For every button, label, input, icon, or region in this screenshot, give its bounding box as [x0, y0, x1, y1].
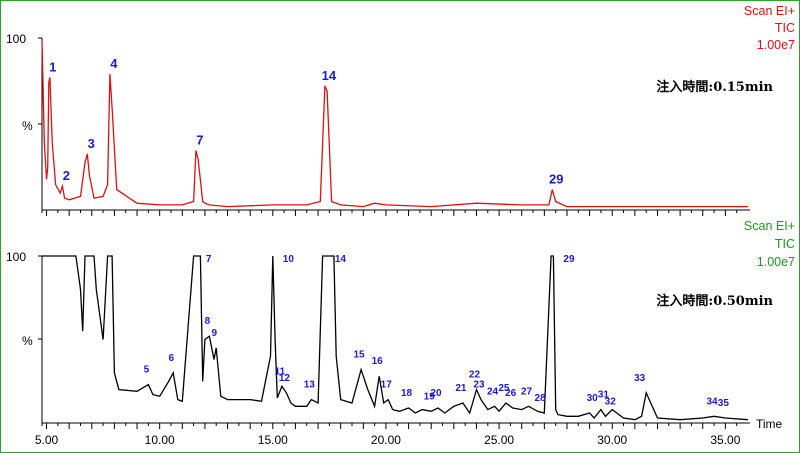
- peak-label: 18: [401, 388, 413, 399]
- bottom-trace: [42, 255, 749, 421]
- x-tick-label: 35.00: [710, 433, 740, 447]
- peak-label: 1: [49, 59, 56, 74]
- peak-label: 20: [430, 388, 442, 399]
- bottom-injection-time: 注入時間:0.50min: [656, 293, 773, 309]
- x-tick-label: 5.00: [35, 433, 59, 447]
- peak-label: 7: [196, 133, 203, 148]
- top-peak-labels: 1 2 3 4 7 14 29: [49, 56, 563, 187]
- peak-label: 19: [424, 391, 436, 402]
- bottom-x-ticks: 5.00 10.00 15.00 20.00 25.00 30.00 35.00: [35, 423, 741, 447]
- x-tick-label: 20.00: [371, 433, 401, 447]
- peak-label: 4: [110, 56, 118, 71]
- x-tick-label: 10.00: [145, 433, 175, 447]
- peak-label: 31: [598, 390, 610, 401]
- top-header-scan: Scan EI+: [744, 4, 795, 18]
- peak-label: 21: [455, 383, 467, 394]
- bottom-header-scale: 1.00e7: [757, 255, 795, 269]
- bottom-header-scan: Scan EI+: [744, 219, 795, 233]
- top-x-ticks: [46, 210, 738, 216]
- peak-label: 30: [587, 393, 599, 404]
- top-panel: 100 % Scan EI+ TIC 1.00e7 注入時間:0.15min 1…: [6, 4, 795, 216]
- peak-label: 8: [205, 316, 211, 327]
- top-header-tic: TIC: [775, 21, 795, 35]
- peak-label: 32: [605, 396, 617, 407]
- peak-label: 33: [634, 373, 646, 384]
- peak-label: 22: [469, 370, 481, 381]
- peak-label: 14: [322, 68, 337, 83]
- x-axis-title: Time: [756, 417, 783, 431]
- peak-label: 12: [279, 373, 291, 384]
- peak-label: 35: [718, 398, 730, 409]
- peak-label: 29: [563, 254, 575, 265]
- peak-label: 16: [372, 356, 384, 367]
- peak-label: 11: [275, 366, 286, 377]
- bottom-y-label-100: 100: [6, 250, 26, 264]
- peak-label: 23: [473, 380, 485, 391]
- top-trace: [41, 39, 748, 208]
- x-tick-label: 25.00: [484, 433, 514, 447]
- top-header-scale: 1.00e7: [757, 38, 795, 52]
- peak-label: 24: [487, 386, 499, 397]
- top-y-label-percent: %: [22, 119, 33, 133]
- peak-label: 2: [63, 168, 70, 183]
- peak-label: 15: [353, 350, 365, 361]
- bottom-panel: 100 % Scan EI+ TIC 1.00e7 注入時間:0.50min T…: [6, 219, 795, 447]
- bottom-y-label-percent: %: [22, 334, 33, 348]
- peak-label: 34: [706, 396, 718, 407]
- top-y-label-100: 100: [6, 32, 26, 46]
- peak-label: 10: [283, 254, 295, 265]
- peak-label: 26: [505, 388, 517, 399]
- peak-label: 29: [549, 172, 563, 187]
- top-injection-time: 注入時間:0.15min: [656, 79, 773, 95]
- peak-label: 28: [535, 393, 547, 404]
- peak-label: 17: [381, 380, 393, 391]
- peak-label: 5: [144, 365, 150, 376]
- bottom-header-tic: TIC: [775, 237, 795, 251]
- peak-label: 14: [335, 254, 347, 265]
- peak-label: 27: [521, 386, 533, 397]
- peak-label: 25: [498, 383, 510, 394]
- x-tick-label: 30.00: [597, 433, 627, 447]
- peak-label: 3: [88, 136, 95, 151]
- peak-label: 7: [206, 254, 212, 265]
- peak-label: 6: [168, 353, 174, 364]
- bottom-trace-line: [42, 255, 749, 421]
- top-trace-line: [41, 39, 748, 208]
- peak-label: 9: [211, 328, 217, 339]
- peak-label: 13: [304, 380, 316, 391]
- x-tick-label: 15.00: [258, 433, 288, 447]
